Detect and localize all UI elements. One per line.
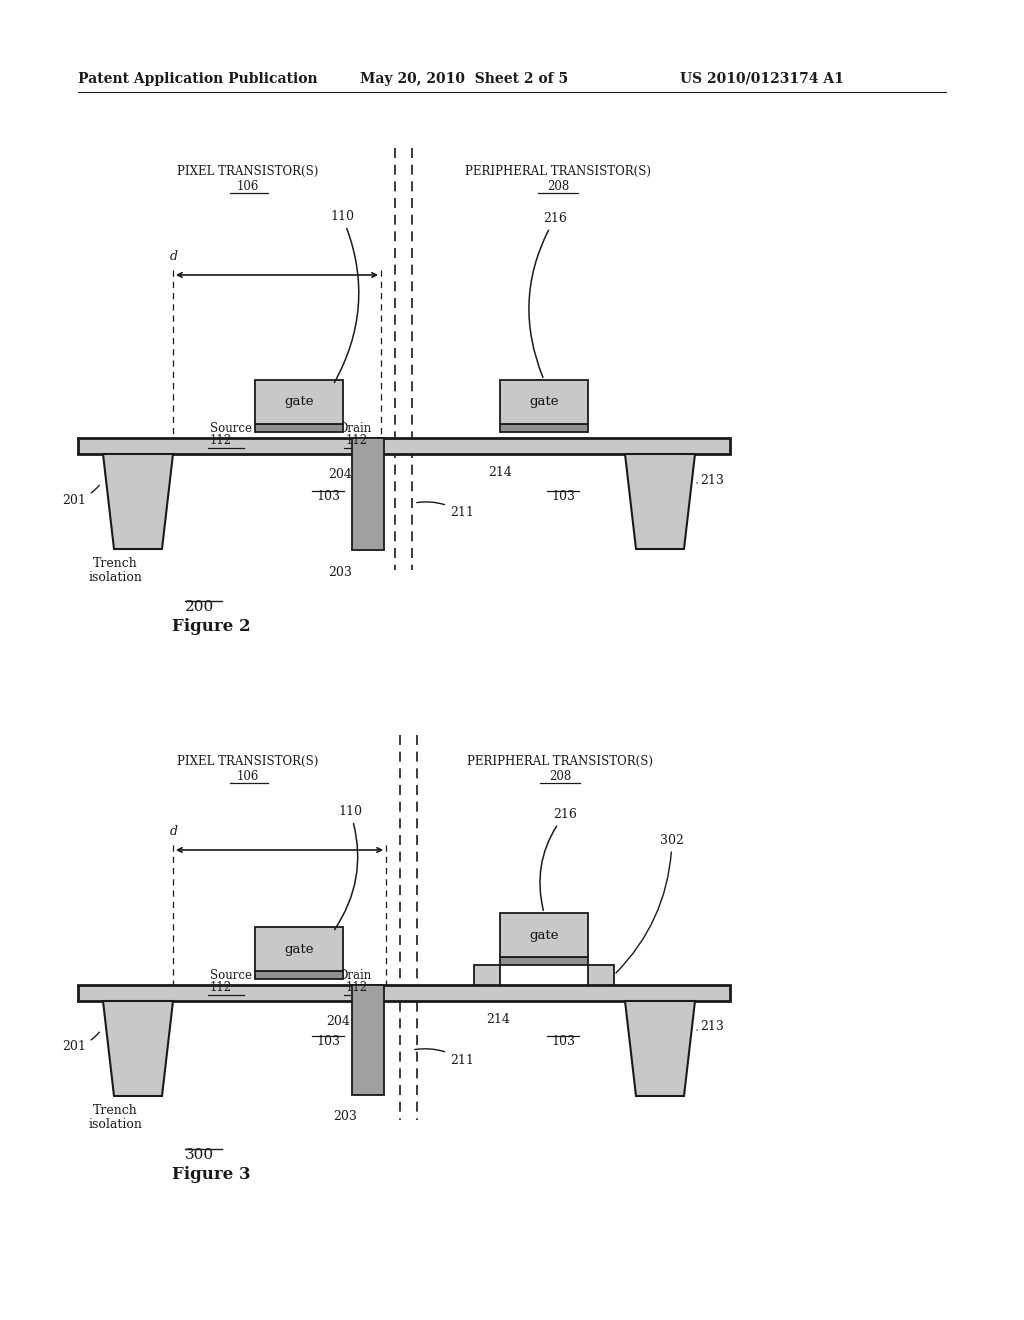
Text: US 2010/0123174 A1: US 2010/0123174 A1 — [680, 73, 844, 86]
Bar — [255, 972, 343, 979]
Text: 211: 211 — [417, 502, 474, 520]
Text: 110: 110 — [335, 805, 362, 929]
Text: Source: Source — [210, 969, 252, 982]
Text: gate: gate — [529, 928, 559, 941]
Text: 112: 112 — [210, 434, 232, 447]
Bar — [500, 380, 588, 424]
Text: 103: 103 — [551, 490, 575, 503]
Text: 216: 216 — [540, 808, 577, 911]
Text: 103: 103 — [551, 1035, 575, 1048]
Polygon shape — [103, 1001, 173, 1096]
Bar — [78, 438, 730, 454]
Text: Drain: Drain — [338, 969, 372, 982]
Text: gate: gate — [285, 396, 313, 408]
Bar — [78, 985, 730, 1001]
Text: May 20, 2010  Sheet 2 of 5: May 20, 2010 Sheet 2 of 5 — [360, 73, 568, 86]
Text: gate: gate — [285, 942, 313, 956]
Bar — [588, 965, 614, 985]
Text: Patent Application Publication: Patent Application Publication — [78, 73, 317, 86]
Text: 112: 112 — [346, 981, 368, 994]
Text: 201: 201 — [62, 1032, 99, 1053]
Text: 112: 112 — [346, 434, 368, 447]
Text: 208: 208 — [547, 180, 569, 193]
Text: 103: 103 — [316, 1035, 340, 1048]
Text: 106: 106 — [237, 180, 259, 193]
Bar — [352, 438, 384, 550]
Polygon shape — [625, 454, 695, 549]
Polygon shape — [625, 1001, 695, 1096]
Text: 106: 106 — [237, 770, 259, 783]
Bar — [474, 965, 500, 985]
Bar — [352, 985, 384, 1096]
Text: Figure 2: Figure 2 — [172, 618, 251, 635]
Text: Source: Source — [210, 422, 252, 436]
Text: 112: 112 — [210, 981, 232, 994]
Text: Trench: Trench — [92, 557, 137, 570]
Text: 211: 211 — [415, 1049, 474, 1067]
Text: 213: 213 — [697, 474, 724, 487]
Text: 200: 200 — [185, 601, 214, 614]
Text: 103: 103 — [316, 490, 340, 503]
Polygon shape — [103, 454, 173, 549]
Text: 214: 214 — [486, 1012, 510, 1026]
Text: 204: 204 — [328, 469, 352, 480]
Text: 302: 302 — [616, 833, 684, 973]
Bar — [255, 424, 343, 432]
Text: PERIPHERAL TRANSISTOR(S): PERIPHERAL TRANSISTOR(S) — [465, 165, 651, 178]
Text: 213: 213 — [697, 1020, 724, 1034]
Text: 203: 203 — [333, 1110, 357, 1123]
Text: Figure 3: Figure 3 — [172, 1166, 251, 1183]
Text: 203: 203 — [328, 566, 352, 579]
Text: gate: gate — [529, 396, 559, 408]
Text: PIXEL TRANSISTOR(S): PIXEL TRANSISTOR(S) — [177, 165, 318, 178]
Text: 300: 300 — [185, 1148, 214, 1162]
Bar — [500, 913, 588, 957]
Text: Trench: Trench — [92, 1104, 137, 1117]
Text: isolation: isolation — [88, 572, 142, 583]
Text: Drain: Drain — [338, 422, 372, 436]
Text: d: d — [170, 249, 178, 263]
Text: PIXEL TRANSISTOR(S): PIXEL TRANSISTOR(S) — [177, 755, 318, 768]
Text: 216: 216 — [529, 213, 567, 378]
Bar — [255, 927, 343, 972]
Text: d: d — [170, 825, 178, 838]
Text: 204: 204 — [326, 1015, 350, 1028]
Text: 214: 214 — [488, 466, 512, 479]
Text: 208: 208 — [549, 770, 571, 783]
Text: 110: 110 — [330, 210, 358, 383]
Text: 201: 201 — [62, 486, 99, 507]
Bar — [500, 957, 588, 965]
Text: isolation: isolation — [88, 1118, 142, 1131]
Bar — [500, 424, 588, 432]
Bar — [255, 380, 343, 424]
Text: PERIPHERAL TRANSISTOR(S): PERIPHERAL TRANSISTOR(S) — [467, 755, 653, 768]
